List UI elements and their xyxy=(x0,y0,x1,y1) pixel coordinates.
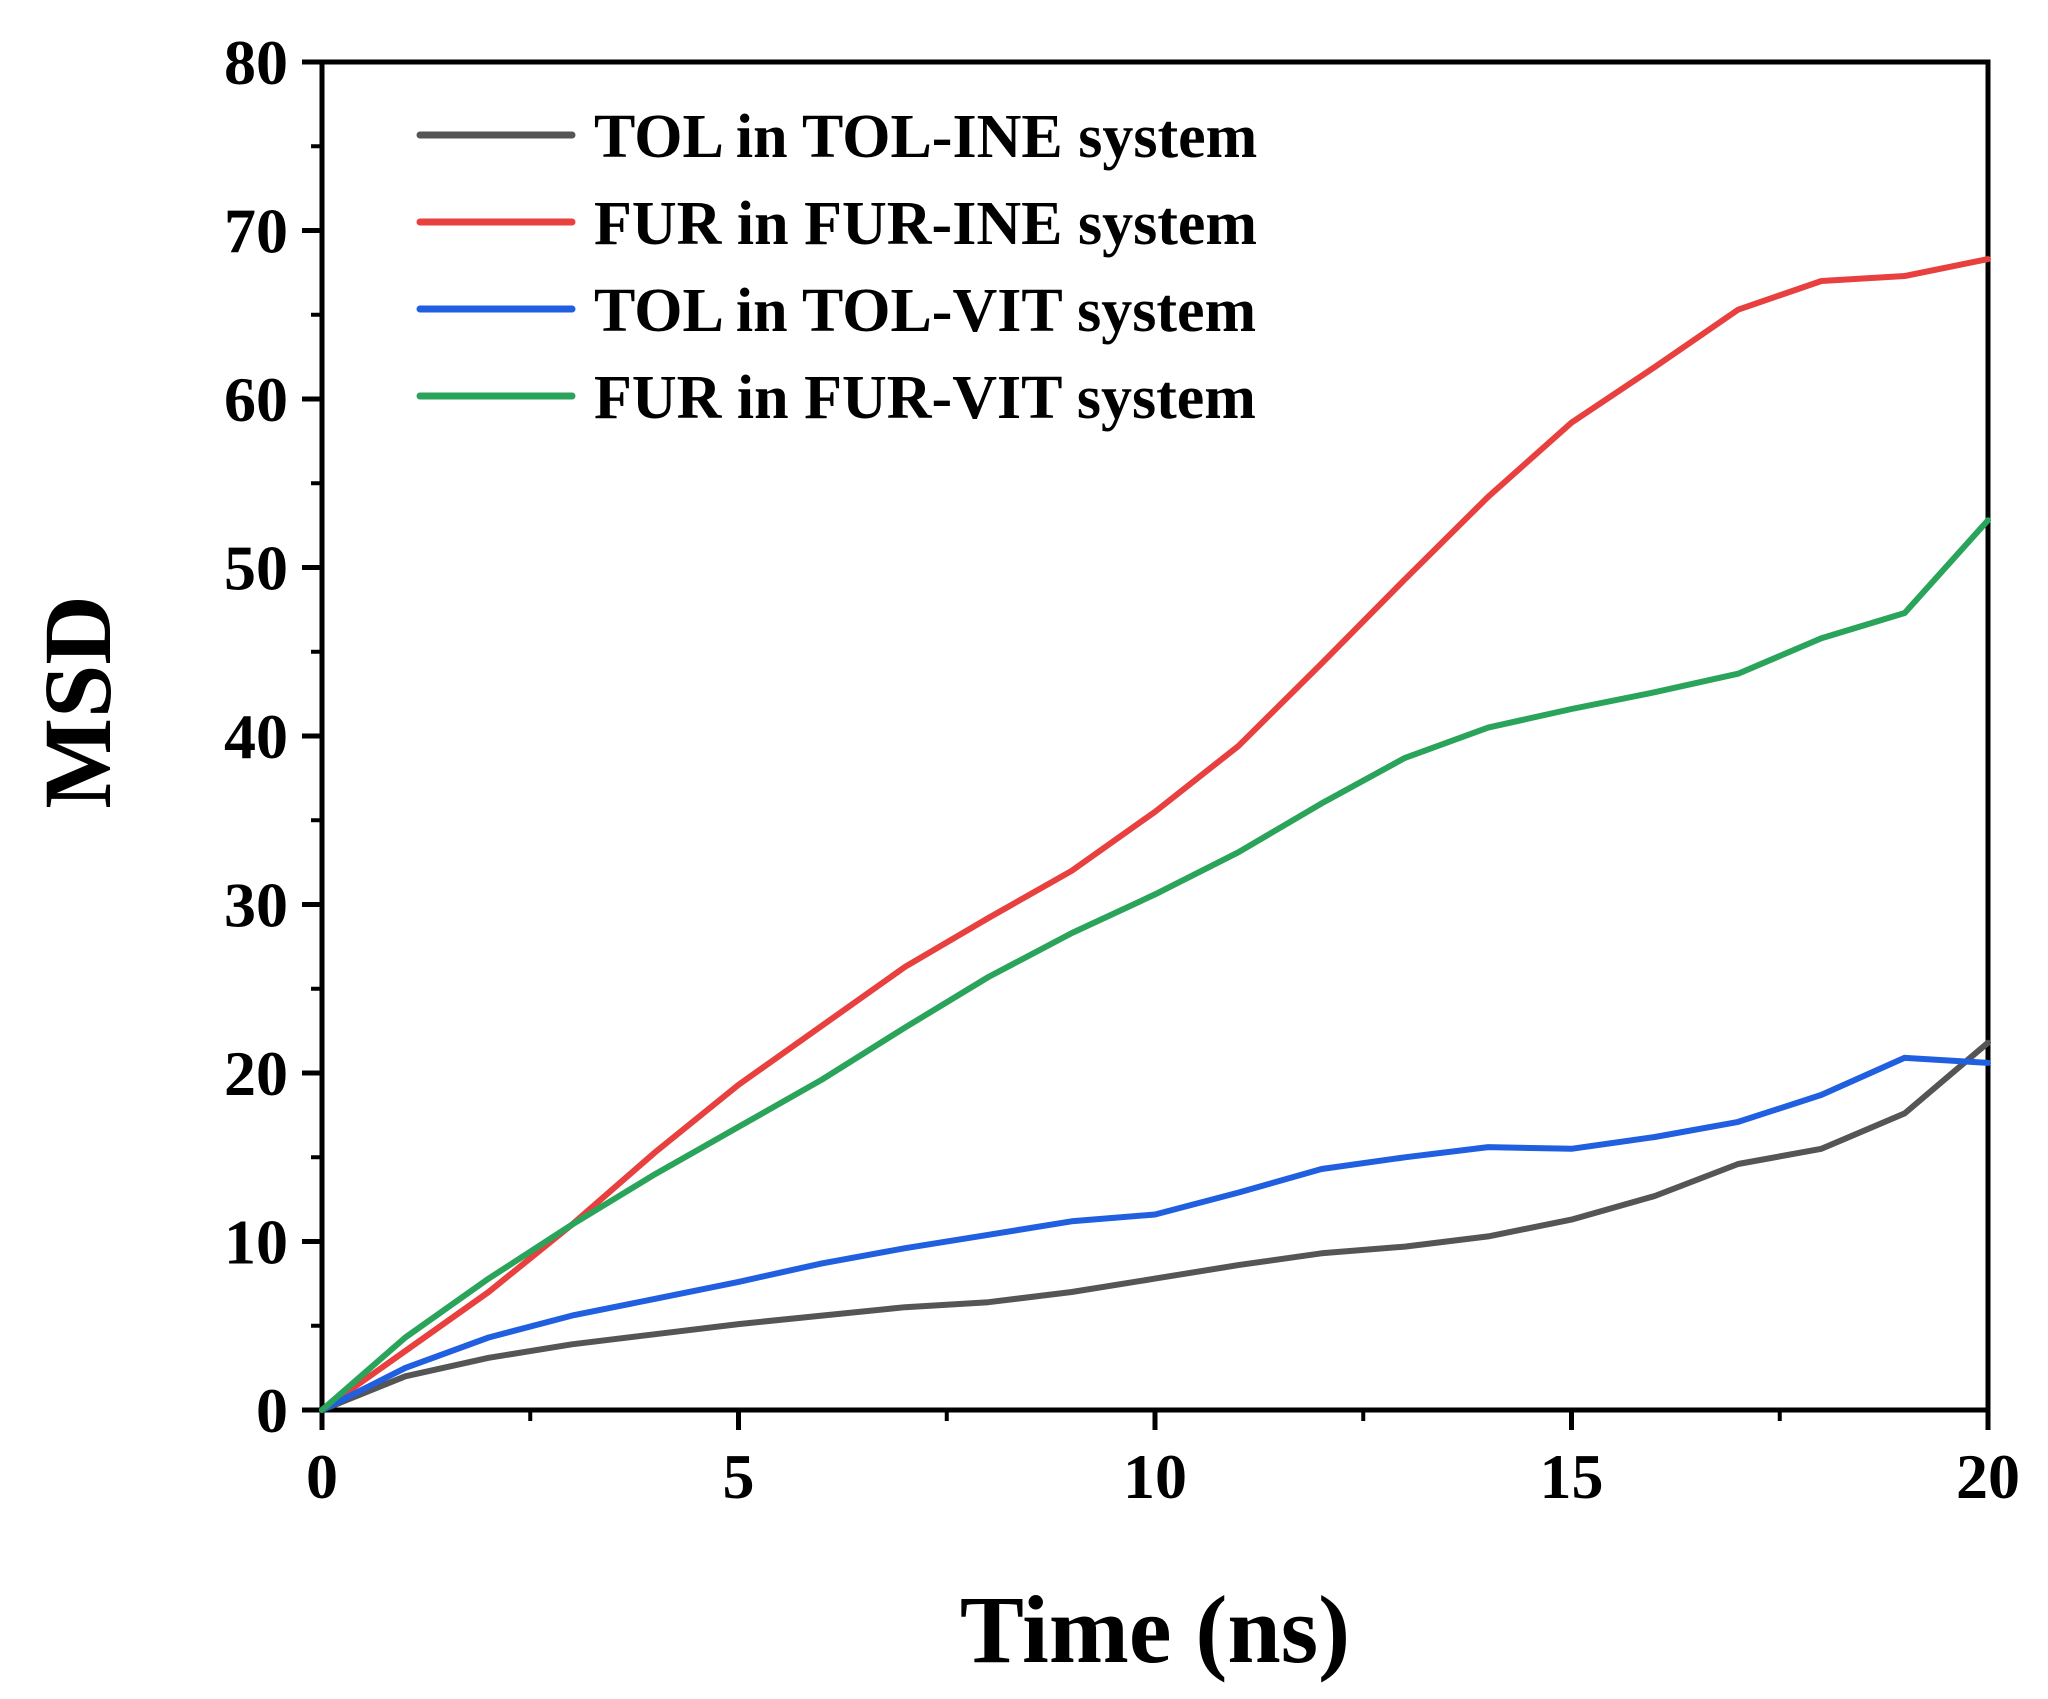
y-tick-label: 80 xyxy=(224,27,288,98)
x-tick-label: 20 xyxy=(1956,1441,2020,1512)
y-tick-label: 70 xyxy=(224,196,288,267)
plot-border xyxy=(319,59,1991,1413)
series-line-3 xyxy=(319,1054,1991,1413)
y-tick-label: 30 xyxy=(224,870,288,941)
x-tick-label: 10 xyxy=(1123,1441,1187,1512)
series-line-4 xyxy=(319,517,1991,1413)
series-line-2 xyxy=(319,256,1991,1413)
legend-label-3: TOL in TOL-VIT system xyxy=(594,277,1256,345)
legend: TOL in TOL-INE system FUR in FUR-INE syst… xyxy=(416,103,1257,432)
y-tick-label: 0 xyxy=(256,1375,288,1446)
y-tick-label: 40 xyxy=(224,701,288,772)
x-tick-label: 5 xyxy=(723,1441,755,1512)
legend-label-2: FUR in FUR-INE system xyxy=(594,190,1257,258)
series-lines xyxy=(319,256,1991,1413)
plot-frame xyxy=(319,59,1991,1413)
legend-label-1: TOL in TOL-INE system xyxy=(594,103,1257,171)
x-axis-title: Time (ns) xyxy=(960,1576,1350,1683)
y-axis-title: MSD xyxy=(24,595,131,808)
axis-tick-labels: 0 5 10 15 20 0 10 20 30 40 50 60 70 80 xyxy=(224,27,2020,1512)
axis-ticks xyxy=(302,59,1991,1430)
y-tick-label: 60 xyxy=(224,364,288,435)
y-tick-label: 50 xyxy=(224,533,288,604)
y-tick-label: 10 xyxy=(224,1207,288,1278)
x-tick-label: 15 xyxy=(1540,1441,1604,1512)
y-tick-label: 20 xyxy=(224,1038,288,1109)
legend-label-4: FUR in FUR-VIT system xyxy=(594,364,1256,432)
x-tick-label: 0 xyxy=(306,1441,338,1512)
series-line-1 xyxy=(319,1039,1991,1413)
